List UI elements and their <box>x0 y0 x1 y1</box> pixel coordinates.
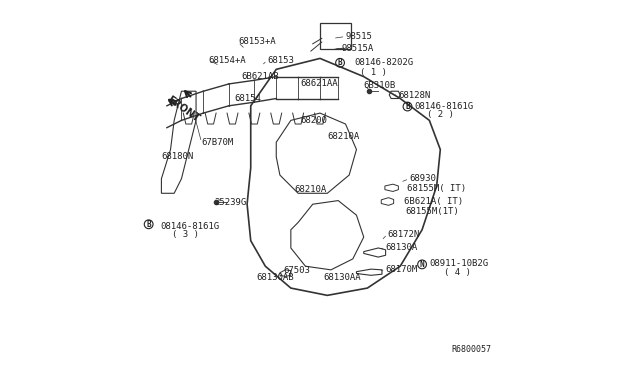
Text: 67503: 67503 <box>284 266 310 275</box>
Text: 68153: 68153 <box>267 56 294 65</box>
Text: 08146-8161G: 08146-8161G <box>161 222 220 231</box>
Text: 68210A: 68210A <box>327 132 360 141</box>
Text: 6B621AB: 6B621AB <box>242 72 279 81</box>
Text: ( 4 ): ( 4 ) <box>444 268 471 277</box>
Text: 68130AB: 68130AB <box>256 273 294 282</box>
Text: 68155M(1T): 68155M(1T) <box>406 207 460 216</box>
Text: B: B <box>147 220 151 229</box>
Text: 98515A: 98515A <box>342 44 374 53</box>
Text: B: B <box>405 102 410 111</box>
Text: 68930: 68930 <box>410 174 436 183</box>
Text: ( 2 ): ( 2 ) <box>427 110 454 119</box>
Text: 68170M: 68170M <box>386 265 418 274</box>
Text: ( 1 ): ( 1 ) <box>360 68 387 77</box>
Text: 08146-8161G: 08146-8161G <box>415 102 474 111</box>
Text: 68130A: 68130A <box>386 244 418 253</box>
Text: 08911-10B2G: 08911-10B2G <box>429 259 488 268</box>
Text: 68128N: 68128N <box>398 91 431 100</box>
Text: 25239G: 25239G <box>214 198 246 207</box>
Text: R6800057: R6800057 <box>451 345 492 354</box>
Text: 68153+A: 68153+A <box>238 38 276 46</box>
Text: ( 3 ): ( 3 ) <box>172 230 199 238</box>
Text: 68200: 68200 <box>300 116 327 125</box>
Text: FRONT: FRONT <box>165 94 202 124</box>
Text: N: N <box>420 260 424 269</box>
Text: 6B621A( IT): 6B621A( IT) <box>404 197 463 206</box>
Text: 08146-8202G: 08146-8202G <box>355 58 413 67</box>
Text: 68180N: 68180N <box>161 153 194 161</box>
Text: 68154: 68154 <box>234 94 261 103</box>
Text: 67B70M: 67B70M <box>202 138 234 147</box>
Text: B: B <box>338 58 342 67</box>
Text: 68155M( IT): 68155M( IT) <box>408 185 467 193</box>
Text: 68210A: 68210A <box>294 185 327 194</box>
Text: 68621AA: 68621AA <box>300 80 337 89</box>
Text: 68172N: 68172N <box>387 230 420 238</box>
Text: 68154+A: 68154+A <box>209 56 246 65</box>
Text: 68130AA: 68130AA <box>324 273 361 282</box>
Text: 6B310B: 6B310B <box>364 81 396 90</box>
Text: 98515: 98515 <box>346 32 372 41</box>
